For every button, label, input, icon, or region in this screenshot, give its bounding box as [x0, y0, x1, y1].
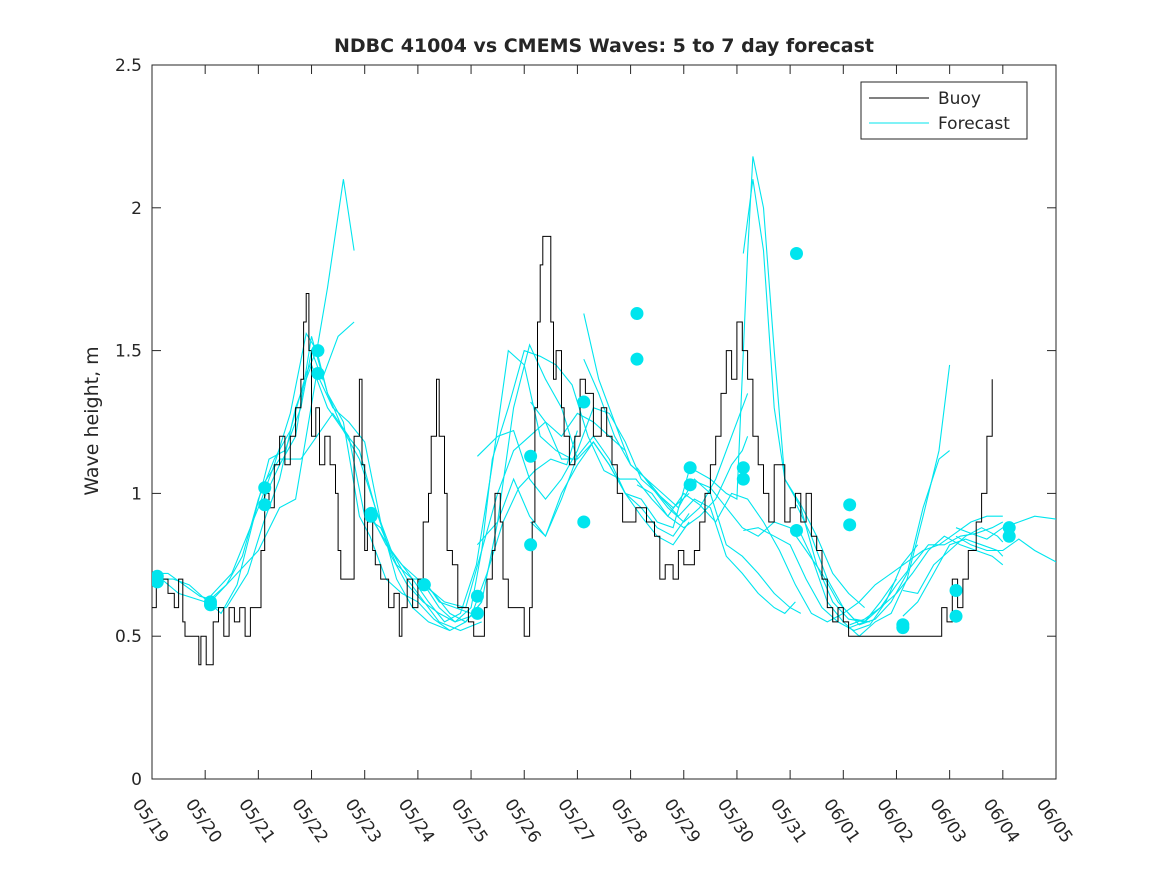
forecast-start-marker: [524, 538, 538, 552]
legend-label: Forecast: [938, 114, 1010, 134]
forecast-start-marker: [896, 621, 910, 635]
forecast-start-marker: [470, 606, 484, 620]
x-tick-label: 06/02: [872, 795, 916, 847]
y-tick-label: 1: [131, 484, 142, 504]
x-tick-label: 05/31: [766, 795, 810, 847]
legend: Buoy Forecast: [860, 81, 1028, 140]
forecast-start-marker: [364, 509, 378, 523]
forecast-start-marker: [789, 246, 803, 260]
forecast-start-marker: [258, 481, 272, 495]
x-tick-label: 05/19: [128, 795, 172, 847]
forecast-start-marker: [630, 352, 644, 366]
forecast-start-marker: [630, 306, 644, 320]
forecast-run-line: [849, 535, 1004, 626]
forecast-start-marker: [736, 472, 750, 486]
forecast-start-marker: [736, 461, 750, 475]
x-tick-label: 05/20: [181, 795, 225, 847]
forecast-start-marker: [789, 524, 803, 538]
forecast-run-line: [902, 527, 1004, 595]
forecast-start-marker: [311, 366, 325, 380]
legend-label: Buoy: [938, 89, 981, 109]
plot-area: 00.511.522.505/19 05/20 05/21 05/22 05/23 05/…: [115, 56, 1076, 847]
forecast-run-line: [955, 535, 1056, 563]
forecast-start-marker: [203, 598, 217, 612]
forecast-start-marker: [843, 518, 857, 532]
y-tick-label: 1.5: [115, 342, 142, 362]
forecast-run-line: [689, 156, 865, 609]
forecast-start-marker: [683, 478, 697, 492]
x-tick-label: 05/23: [341, 795, 385, 847]
y-tick-label: 0: [131, 770, 142, 790]
legend-box: [860, 81, 1028, 140]
x-tick-label: 05/25: [447, 795, 491, 847]
x-tick-label: 05/21: [234, 795, 278, 847]
forecast-start-marker: [524, 449, 538, 463]
forecast-series-line: [152, 348, 1003, 623]
x-tick-label: 06/01: [819, 795, 863, 847]
forecast-start-marker: [577, 515, 591, 529]
forecast-run-line: [207, 371, 483, 632]
forecast-run-line: [583, 313, 802, 614]
y-tick-label: 2.5: [115, 56, 142, 76]
x-tick-label: 05/30: [713, 795, 757, 847]
forecast-run-line: [742, 179, 897, 623]
forecast-run-line: [530, 441, 690, 538]
forecast-start-marker: [258, 498, 272, 512]
forecast-run-line: [796, 364, 951, 637]
forecast-run-line: [849, 521, 1004, 629]
x-tick-label: 05/26: [500, 795, 544, 847]
series-layer: [152, 156, 1056, 666]
x-tick-label: 05/29: [660, 795, 704, 847]
y-tick-label: 0.5: [115, 627, 142, 647]
buoy-series-line: [152, 235, 993, 666]
x-tick-label: 06/05: [1032, 795, 1076, 847]
y-tick-label: 2: [131, 199, 142, 219]
x-tick-label: 06/04: [979, 795, 1023, 847]
chart-title: NDBC 41004 vs CMEMS Waves: 5 to 7 day fo…: [334, 35, 874, 57]
forecast-start-marker: [843, 498, 857, 512]
x-tick-label: 05/27: [553, 795, 597, 847]
forecast-start-marker: [470, 589, 484, 603]
forecast-start-marker: [311, 344, 325, 358]
plot-frame: [151, 64, 1057, 780]
forecast-run-line: [689, 478, 870, 623]
forecast-start-marker: [949, 609, 963, 623]
forecast-start-marker: [1002, 529, 1016, 543]
forecast-start-marker: [577, 395, 591, 409]
forecast-run-line: [154, 179, 355, 603]
x-tick-label: 05/24: [394, 795, 438, 847]
x-tick-label: 05/28: [606, 795, 650, 847]
forecast-run-line: [636, 393, 749, 523]
forecast-run-line: [583, 358, 796, 615]
forecast-run-line: [902, 538, 1004, 617]
y-axis-label: Wave height, m: [81, 346, 103, 495]
x-tick-label: 06/03: [926, 795, 970, 847]
forecast-start-marker: [152, 575, 164, 589]
forecast-start-marker: [683, 461, 697, 475]
forecast-start-marker: [417, 578, 431, 592]
x-tick-label: 05/22: [287, 795, 331, 847]
forecast-start-marker: [949, 584, 963, 598]
